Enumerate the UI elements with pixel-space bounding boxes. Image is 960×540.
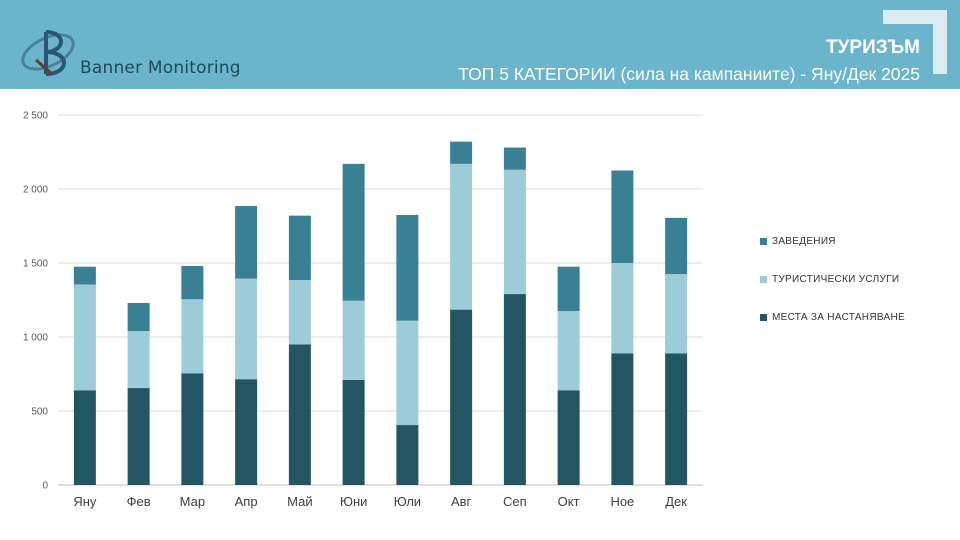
legend-item: ТУРИСТИЧЕСКИ УСЛУГИ xyxy=(760,274,905,312)
bar-segment xyxy=(235,379,258,485)
legend-swatch xyxy=(760,276,767,283)
bar-segment xyxy=(396,425,419,485)
legend-swatch xyxy=(760,238,767,245)
stacked-bar-chart: 0 500 1 000 1 500 2 000 2 500 Яну Фев Мар Апр Май Ю… xyxy=(23,111,703,509)
bar-segment xyxy=(73,390,96,485)
bar-segment xyxy=(342,300,365,380)
header-banner: Banner Monitoring ТУРИЗЪМ ТОП 5 КАТЕГОРИ… xyxy=(0,0,960,89)
x-tick-label: Апр xyxy=(235,494,258,509)
x-tick-label: Фев xyxy=(127,494,151,509)
corner-bracket-icon xyxy=(883,10,947,74)
x-tick-label: Май xyxy=(287,494,312,509)
y-tick-label: 1 000 xyxy=(23,333,48,344)
bar-segment xyxy=(73,266,96,285)
bar-segment xyxy=(396,214,419,321)
brand-name: Banner Monitoring xyxy=(80,58,241,78)
bar-segment xyxy=(557,311,580,391)
bar-segment xyxy=(450,141,473,164)
x-tick-label: Яну xyxy=(73,494,97,509)
y-tick-label: 2 000 xyxy=(23,185,48,196)
y-tick-label: 2 500 xyxy=(23,111,48,122)
bar-segment xyxy=(450,309,473,485)
bar-segment xyxy=(235,278,258,380)
bar-segment xyxy=(503,147,526,170)
x-tick-label: Сеп xyxy=(503,494,527,509)
bar-segment xyxy=(288,215,311,281)
bar-segment xyxy=(288,280,311,345)
bar-segment xyxy=(342,379,365,485)
bar-segment xyxy=(288,344,311,485)
chart-legend: ЗАВЕДЕНИЯ ТУРИСТИЧЕСКИ УСЛУГИ МЕСТА ЗА НАС… xyxy=(760,236,905,350)
legend-swatch xyxy=(760,314,767,321)
x-tick-label: Ное xyxy=(610,494,634,509)
bar-segment xyxy=(503,294,526,485)
bar-segment xyxy=(665,274,688,354)
bar-segment xyxy=(557,266,580,312)
y-tick-label: 500 xyxy=(31,407,48,418)
bar-segment xyxy=(665,217,688,275)
bar-segment xyxy=(235,206,258,279)
legend-item: МЕСТА ЗА НАСТАНЯВАНЕ xyxy=(760,312,905,350)
x-tick-label: Мар xyxy=(180,494,205,509)
bar-segment xyxy=(665,353,688,485)
bar-segment xyxy=(557,390,580,485)
bar-segment xyxy=(611,170,634,263)
bar-segment xyxy=(181,373,204,485)
banner-monitoring-logo-icon xyxy=(21,30,75,76)
x-tick-label: Авг xyxy=(451,494,472,509)
page-title: ТУРИЗЪМ xyxy=(825,37,920,58)
bar-segment xyxy=(181,299,204,374)
legend-label: ЗАВЕДЕНИЯ xyxy=(772,236,836,247)
legend-item: ЗАВЕДЕНИЯ xyxy=(760,236,905,274)
bar-segment xyxy=(127,331,150,389)
bar-segment xyxy=(611,353,634,485)
x-tick-label: Дек xyxy=(665,494,687,509)
x-tick-label: Юни xyxy=(340,494,368,509)
bar-segment xyxy=(127,302,150,332)
y-tick-label: 0 xyxy=(42,481,48,492)
x-tick-label: Юли xyxy=(394,494,421,509)
bar-segment xyxy=(396,320,419,426)
bar-segment xyxy=(611,263,634,354)
bar-segment xyxy=(450,163,473,310)
bar-segment xyxy=(342,163,365,301)
bar-segment xyxy=(127,388,150,485)
bar-segment xyxy=(73,284,96,391)
y-tick-label: 1 500 xyxy=(23,259,48,270)
x-tick-label: Окт xyxy=(558,494,580,509)
bar-segment xyxy=(181,265,204,300)
legend-label: МЕСТА ЗА НАСТАНЯВАНЕ xyxy=(772,312,905,323)
bar-segment xyxy=(503,169,526,295)
page-subtitle: ТОП 5 КАТЕГОРИИ (сила на кампаниите) - Я… xyxy=(458,64,920,84)
legend-label: ТУРИСТИЧЕСКИ УСЛУГИ xyxy=(772,274,900,285)
